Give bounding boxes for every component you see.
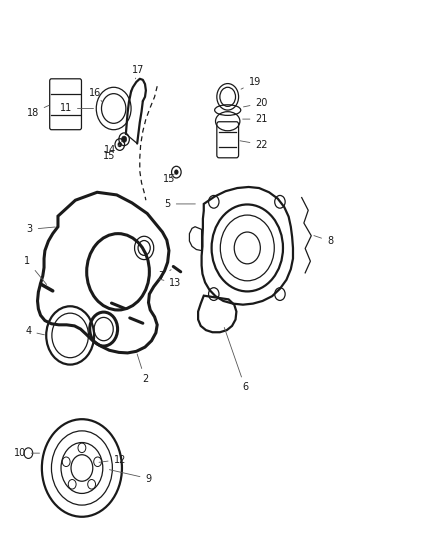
Text: 1: 1 xyxy=(25,256,46,285)
Text: 21: 21 xyxy=(243,114,268,124)
Text: 6: 6 xyxy=(224,327,248,392)
Text: 15: 15 xyxy=(103,144,120,161)
Text: 12: 12 xyxy=(99,455,126,464)
Text: 9: 9 xyxy=(110,470,152,483)
Text: 18: 18 xyxy=(27,106,49,118)
Text: 15: 15 xyxy=(163,174,175,184)
Text: 10: 10 xyxy=(14,448,39,458)
Text: 8: 8 xyxy=(314,236,333,246)
Text: 17: 17 xyxy=(132,66,145,79)
Text: 19: 19 xyxy=(241,77,261,89)
Circle shape xyxy=(121,136,127,142)
Text: 11: 11 xyxy=(60,103,93,114)
Circle shape xyxy=(174,169,179,175)
Text: 2: 2 xyxy=(137,354,148,384)
Text: 7: 7 xyxy=(159,270,171,281)
Text: 13: 13 xyxy=(159,278,182,288)
Text: 5: 5 xyxy=(165,199,195,209)
Text: 16: 16 xyxy=(89,87,102,102)
Text: 20: 20 xyxy=(244,98,268,108)
Text: 22: 22 xyxy=(240,140,268,150)
Text: 14: 14 xyxy=(104,141,122,155)
Text: 3: 3 xyxy=(27,224,55,235)
Circle shape xyxy=(117,142,122,147)
Text: 4: 4 xyxy=(25,326,44,336)
